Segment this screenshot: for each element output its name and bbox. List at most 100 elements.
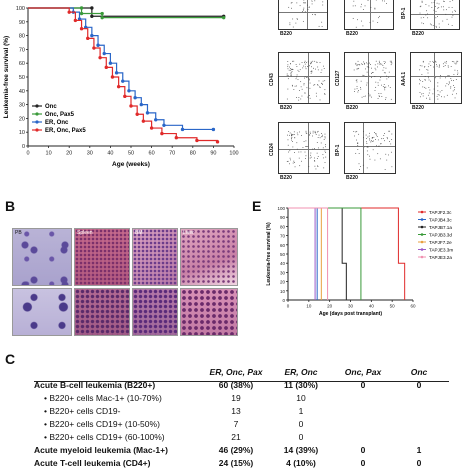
table-cell: 24 (15%) bbox=[218, 457, 254, 468]
y-tick-label: 60 bbox=[19, 61, 25, 67]
table-row-label: Acute B-cell leukemia (B220+) bbox=[34, 379, 156, 390]
table-cell: 0 bbox=[298, 431, 304, 442]
x-tick-label: 0 bbox=[26, 151, 29, 157]
table-cell: 1 bbox=[416, 444, 422, 455]
x-tick-label: 60 bbox=[149, 151, 155, 157]
table-cell: 14 (39%) bbox=[283, 444, 319, 455]
x-tick-label: 0 bbox=[287, 304, 290, 309]
table-row-label: • B220+ cells CD19+ (10-50%) bbox=[44, 418, 160, 429]
data-point bbox=[121, 79, 125, 83]
legend-marker bbox=[420, 218, 424, 221]
data-point bbox=[195, 138, 199, 143]
series-line bbox=[288, 207, 322, 300]
series-line bbox=[288, 207, 406, 300]
data-point bbox=[139, 102, 143, 107]
data-point bbox=[127, 89, 131, 93]
legend-marker bbox=[420, 225, 424, 229]
y-tick-label: 40 bbox=[280, 261, 286, 266]
table-header-rule bbox=[34, 381, 449, 382]
data-point bbox=[73, 18, 78, 23]
y-tick-label: 50 bbox=[280, 252, 286, 257]
legend-marker bbox=[420, 240, 424, 244]
data-point bbox=[222, 15, 226, 20]
table-row-label: • B220+ cells Mac-1+ (10-70%) bbox=[44, 392, 162, 403]
y-tick-label: 0 bbox=[282, 298, 285, 303]
quadrant-line-horizontal bbox=[279, 12, 327, 13]
y-tick-label: 70 bbox=[19, 47, 25, 53]
table-cell: 0 bbox=[416, 457, 422, 468]
table-row: • B220+ cells CD19+ (10-50%) 7 0 bbox=[32, 417, 444, 430]
data-point bbox=[123, 94, 127, 99]
flow-x-label: B220 bbox=[280, 175, 292, 181]
x-tick-label: 10 bbox=[46, 151, 52, 157]
y-tick-label: 90 bbox=[280, 215, 286, 220]
table-cell: 13 bbox=[231, 405, 241, 416]
data-point bbox=[90, 14, 94, 18]
legend-marker bbox=[35, 128, 39, 132]
data-point bbox=[129, 104, 133, 108]
series-line bbox=[28, 7, 214, 131]
table-cell: 0 bbox=[298, 418, 304, 429]
table-cell bbox=[332, 404, 394, 417]
x-tick-label: 20 bbox=[327, 304, 333, 309]
legend-marker bbox=[420, 210, 424, 214]
flow-scatter-dots bbox=[353, 130, 393, 170]
y-tick-label: 50 bbox=[19, 75, 25, 81]
flow-x-label: B220 bbox=[280, 31, 292, 37]
series-line bbox=[28, 7, 224, 17]
table-row-label: Acute T-cell leukemia (CD4+) bbox=[34, 457, 151, 468]
table-row: Acute T-cell leukemia (CD4+) 24 (15%) 4 (1… bbox=[32, 456, 444, 469]
table-row-label: • B220+ cells CD19+ (60-100%) bbox=[44, 431, 165, 442]
legend-marker bbox=[420, 248, 424, 251]
data-point bbox=[90, 33, 94, 38]
data-point bbox=[108, 61, 113, 65]
panel-letter-e: E bbox=[252, 198, 262, 214]
data-point bbox=[79, 11, 84, 16]
table-row: Acute B-cell leukemia (B220+) 60 (38%) 11 … bbox=[32, 378, 444, 391]
data-point bbox=[79, 27, 84, 31]
histology-image-zoom bbox=[74, 288, 130, 336]
data-point bbox=[154, 118, 158, 122]
flow-plot bbox=[344, 52, 396, 104]
flow-x-label: B220 bbox=[346, 105, 358, 111]
table-row: • B220+ cells Mac-1+ (10-70%) 19 10 bbox=[32, 391, 444, 404]
flow-plot bbox=[278, 52, 330, 104]
flow-y-label: AA4.1 bbox=[401, 71, 407, 86]
table-cell: 0 bbox=[360, 379, 366, 390]
table-cell: 7 bbox=[233, 418, 239, 429]
flow-x-label: B220 bbox=[346, 31, 358, 37]
y-tick-label: 90 bbox=[19, 20, 25, 26]
flow-scatter-dots bbox=[353, 60, 393, 100]
y-tick-label: 30 bbox=[280, 270, 286, 275]
x-tick-label: 50 bbox=[128, 151, 134, 157]
data-point bbox=[149, 126, 154, 130]
histology-image-zoom bbox=[132, 288, 178, 336]
data-point bbox=[114, 71, 119, 75]
flow-y-label: BP-1 bbox=[401, 7, 407, 19]
panel-letter-c: C bbox=[5, 351, 16, 367]
flow-x-label: B220 bbox=[280, 105, 292, 111]
data-point bbox=[162, 123, 166, 128]
y-tick-label: 100 bbox=[277, 206, 285, 211]
table-cell: 0 bbox=[360, 444, 366, 455]
flow-plot bbox=[278, 122, 330, 174]
legend-label: Onc bbox=[45, 104, 57, 110]
data-point bbox=[90, 6, 94, 10]
legend-label: TAPJB3.3d bbox=[429, 232, 452, 237]
table-cell bbox=[332, 417, 394, 430]
table-cell: 0 bbox=[360, 457, 366, 468]
histology-image-bm: BM bbox=[132, 228, 178, 286]
table-cell: 46 (29%) bbox=[218, 444, 254, 455]
table-header-cell: ER, Onc bbox=[284, 366, 318, 377]
y-tick-label: 40 bbox=[19, 89, 25, 95]
quadrant-line-horizontal bbox=[411, 13, 459, 15]
data-point bbox=[211, 127, 216, 132]
table-header-cell: Onc, Pax bbox=[344, 366, 382, 377]
y-tick-label: 20 bbox=[19, 116, 25, 122]
y-tick-label: 30 bbox=[19, 103, 25, 109]
legend-label: TAPJB4.3c bbox=[429, 217, 452, 222]
table-row-label: Acute myeloid leukemia (Mac-1+) bbox=[34, 444, 168, 455]
panel-letter-b: B bbox=[5, 198, 16, 214]
data-point bbox=[141, 119, 146, 123]
data-point bbox=[174, 136, 179, 140]
